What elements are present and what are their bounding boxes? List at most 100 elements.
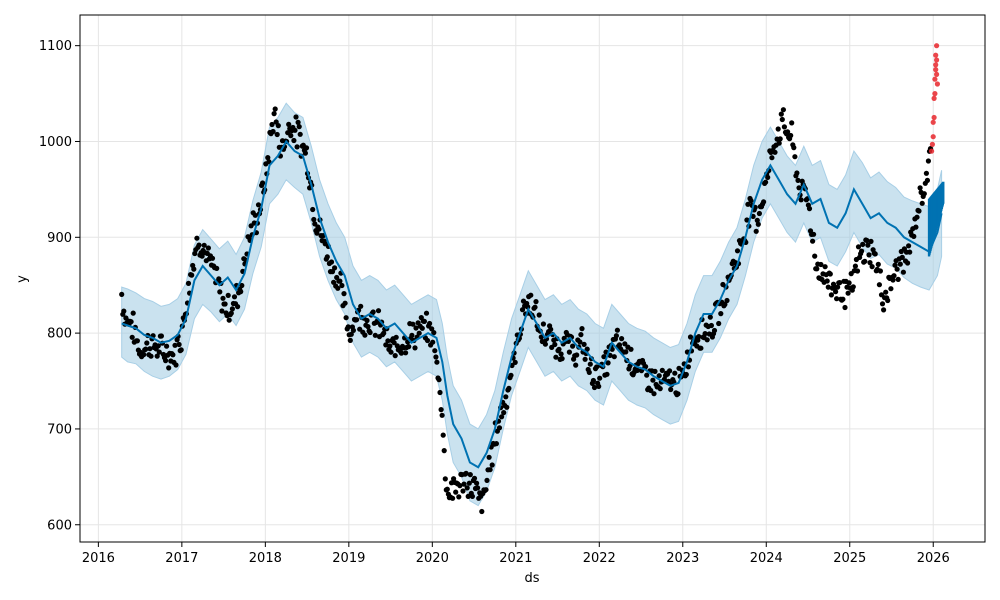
observed-point xyxy=(457,483,463,489)
observed-point xyxy=(496,425,503,431)
uncertainty-band-area xyxy=(121,102,943,507)
observed-point xyxy=(430,339,436,345)
forecast-line-path xyxy=(121,139,943,469)
observed-point xyxy=(214,265,220,271)
observed-point xyxy=(121,308,127,314)
observed-point xyxy=(772,149,778,155)
y-tick-label: 800 xyxy=(47,327,72,342)
observed-point xyxy=(877,268,884,274)
observed-point xyxy=(666,378,672,384)
observed-point xyxy=(644,372,650,378)
observed-point xyxy=(209,255,216,261)
observed-point xyxy=(235,304,241,310)
outlier-point xyxy=(931,95,937,101)
observed-point xyxy=(601,354,607,360)
observed-point xyxy=(869,264,875,270)
observed-point xyxy=(540,321,547,327)
observed-point xyxy=(780,107,787,113)
observed-point xyxy=(350,327,356,333)
observed-point xyxy=(464,485,470,491)
y-tick-label: 1000 xyxy=(39,135,72,150)
observed-point xyxy=(788,132,794,139)
observed-point xyxy=(342,300,348,306)
observed-point xyxy=(577,339,583,345)
observed-point xyxy=(365,324,371,330)
observed-point xyxy=(406,344,412,350)
observed-point xyxy=(594,364,600,370)
observed-point xyxy=(483,487,489,493)
observed-point xyxy=(403,350,409,356)
observed-point xyxy=(597,375,603,381)
observed-point xyxy=(416,330,422,336)
observed-point xyxy=(584,346,590,352)
observed-point xyxy=(431,330,437,336)
observed-point xyxy=(667,368,673,374)
observed-point xyxy=(501,410,507,416)
observed-point xyxy=(716,320,722,327)
observed-point xyxy=(410,321,416,327)
observed-point xyxy=(170,352,176,358)
observed-point xyxy=(423,310,430,316)
observed-point xyxy=(178,347,184,353)
observed-point xyxy=(860,241,866,247)
observed-point xyxy=(164,343,170,349)
observed-point xyxy=(194,235,200,241)
observed-point xyxy=(628,346,634,352)
observed-point xyxy=(854,268,861,274)
observed-point xyxy=(533,299,539,305)
observed-point xyxy=(292,127,298,133)
y-tick-label: 600 xyxy=(47,518,72,533)
observed-point xyxy=(316,226,322,232)
observed-point xyxy=(437,389,443,396)
outlier-point xyxy=(934,57,940,63)
observed-point xyxy=(769,155,775,161)
observed-point xyxy=(196,242,202,248)
outlier-point xyxy=(931,114,937,121)
observed-point xyxy=(855,244,862,250)
observed-point xyxy=(590,377,597,384)
observed-point xyxy=(154,353,160,359)
observed-point xyxy=(358,303,364,309)
observed-point xyxy=(286,121,292,127)
observed-point xyxy=(147,346,153,352)
observed-point xyxy=(623,349,629,355)
observed-point xyxy=(659,367,665,373)
observed-point xyxy=(753,228,759,234)
observed-point xyxy=(888,286,894,292)
observed-point xyxy=(818,261,824,268)
observed-point xyxy=(381,330,387,336)
observed-point xyxy=(696,334,702,340)
observed-point xyxy=(605,360,611,366)
observed-point xyxy=(648,387,654,394)
observed-point xyxy=(144,340,150,346)
observed-point xyxy=(895,276,901,282)
observed-point xyxy=(294,144,300,150)
observed-point xyxy=(675,391,681,397)
observed-point xyxy=(528,292,534,298)
observed-point xyxy=(872,251,878,257)
observed-point xyxy=(566,349,573,355)
observed-point xyxy=(846,280,852,286)
observed-point xyxy=(226,317,232,323)
observed-point xyxy=(925,158,932,164)
observed-point xyxy=(795,177,801,183)
observed-point xyxy=(424,337,431,344)
observed-point xyxy=(698,345,704,351)
observed-point xyxy=(814,266,820,272)
observed-point xyxy=(439,412,445,418)
observed-point xyxy=(622,341,628,347)
observed-point xyxy=(776,140,782,146)
observed-point xyxy=(708,322,715,329)
x-tick-label: 2026 xyxy=(917,551,950,566)
observed-point xyxy=(905,260,911,266)
observed-point xyxy=(685,364,692,370)
observed-point xyxy=(499,414,505,420)
observed-point xyxy=(148,353,154,359)
observed-point xyxy=(347,337,353,343)
observed-point xyxy=(619,336,625,342)
observed-point xyxy=(471,475,478,481)
observed-point xyxy=(486,454,492,460)
observed-point xyxy=(438,407,444,413)
observed-point xyxy=(794,170,800,176)
observed-point xyxy=(466,480,472,486)
